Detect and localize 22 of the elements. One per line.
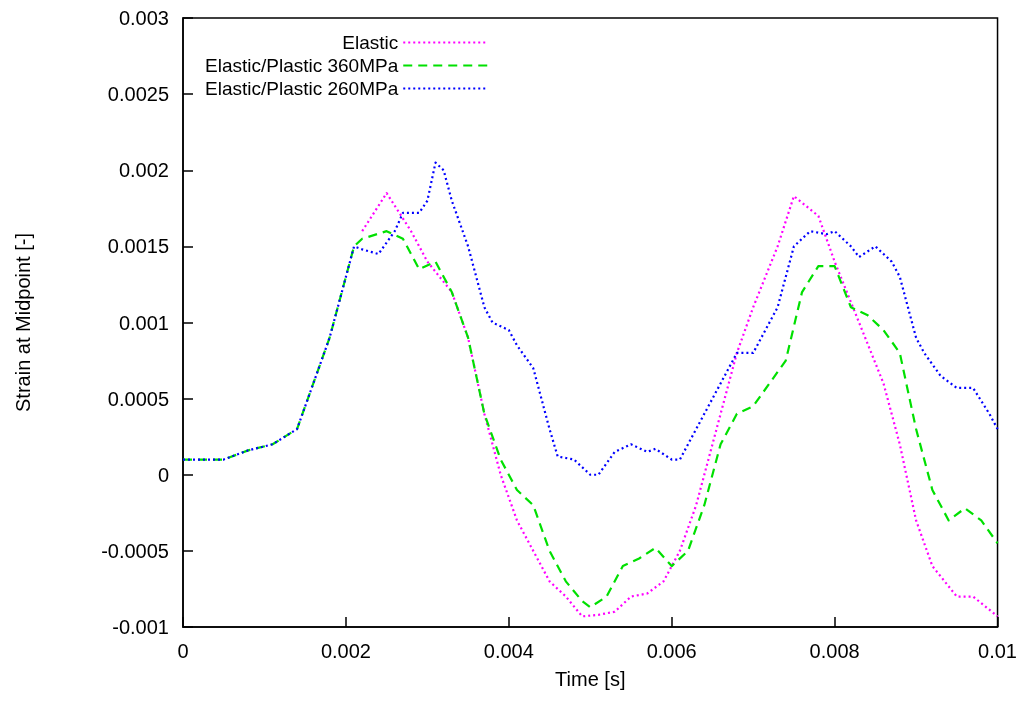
y-tick-label: 0.0015 (107, 235, 169, 258)
y-tick-label: -0.001 (112, 616, 169, 638)
y-tick-label: 0.0025 (107, 83, 169, 106)
y-tick-label: 0.001 (118, 311, 169, 334)
x-tick-label: 0 (177, 640, 189, 662)
x-tick-label: 0.006 (646, 640, 697, 662)
y-axis-title: Strain at Midpoint [-] (12, 233, 34, 412)
x-tick-label: 0.002 (320, 640, 371, 662)
line-series (181, 161, 999, 476)
y-tick-label: 0 (157, 463, 169, 486)
x-axis-title: Time [s] (555, 668, 626, 690)
legend-label: Elastic/Plastic 260MPa (205, 78, 399, 99)
y-tick-label: 0.003 (118, 7, 169, 29)
y-tick-label: 0.0005 (107, 387, 169, 410)
x-tick-label: 0.008 (809, 640, 860, 662)
legend-label: Elastic (342, 32, 399, 53)
y-tick-label: 0.002 (118, 159, 169, 182)
x-tick-label: 0.01 (978, 640, 1018, 662)
x-tick-label: 0.004 (483, 640, 534, 662)
legend-label: Elastic/Plastic 360MPa (205, 55, 399, 76)
line-series (361, 191, 999, 618)
y-tick-label: -0.0005 (101, 539, 169, 562)
